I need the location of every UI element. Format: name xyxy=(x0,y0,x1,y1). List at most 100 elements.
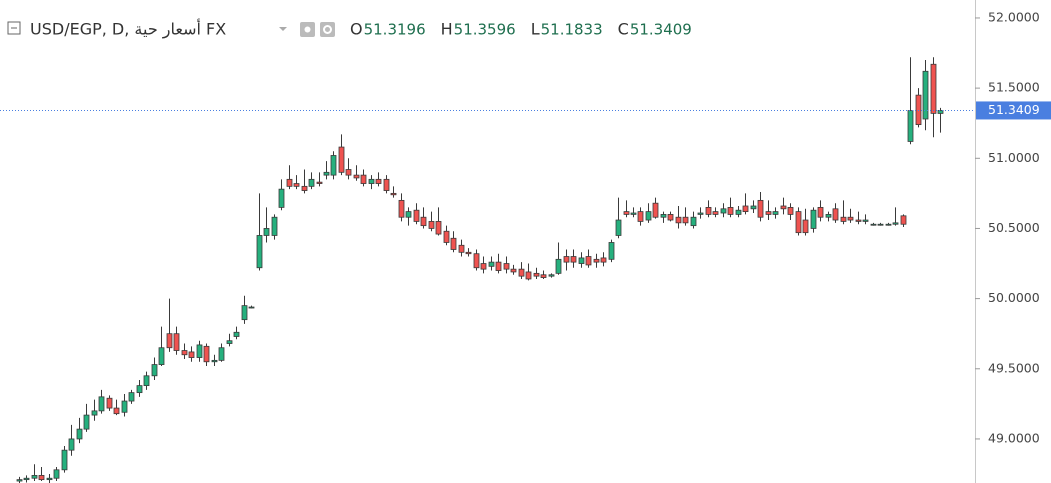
candle-body xyxy=(121,400,128,413)
candle-body xyxy=(420,216,427,227)
candle-body xyxy=(757,199,764,218)
candle-body xyxy=(907,110,914,142)
candle-body xyxy=(645,211,652,221)
candle-body xyxy=(398,199,405,218)
candle-body xyxy=(211,359,218,363)
candle-body xyxy=(667,214,674,221)
candle-body xyxy=(271,216,278,236)
candle-body xyxy=(46,477,53,481)
candle-body xyxy=(323,171,330,176)
candle-body xyxy=(413,209,420,222)
candle-body xyxy=(106,397,113,409)
y-tick-label: 49.5000 xyxy=(988,360,1040,375)
candle-body xyxy=(705,207,712,215)
candle-body xyxy=(218,347,225,361)
candle-body xyxy=(892,222,899,225)
candle-body xyxy=(802,219,809,234)
candle-body xyxy=(817,207,824,218)
candle-body xyxy=(840,216,847,222)
candle-body xyxy=(847,216,854,221)
candle-body xyxy=(900,215,907,225)
candle-body xyxy=(338,146,345,173)
candle-body xyxy=(136,385,143,394)
collapse-icon[interactable] xyxy=(7,21,21,35)
candle-body xyxy=(593,258,600,263)
candle-body xyxy=(825,214,832,218)
candle-body xyxy=(623,211,630,215)
candle-body xyxy=(600,257,607,263)
ohlc-value: 51.3596 xyxy=(454,21,516,39)
candle-body xyxy=(682,216,689,224)
candle-body xyxy=(675,216,682,224)
candle-body xyxy=(630,212,637,215)
candle-body xyxy=(23,477,30,481)
candle-body xyxy=(885,223,892,226)
candle-body xyxy=(128,392,135,402)
candle-body xyxy=(368,178,375,184)
candle-body xyxy=(540,274,547,278)
candle-body xyxy=(330,155,337,176)
candle-body xyxy=(930,63,937,114)
candle-body xyxy=(772,211,779,215)
candle-body xyxy=(353,174,360,179)
candle-body xyxy=(660,214,667,218)
candle-body xyxy=(450,237,457,250)
candle-body xyxy=(38,475,45,481)
candle-body xyxy=(143,375,150,387)
candle-body xyxy=(203,345,210,363)
candle-body xyxy=(83,414,90,430)
candle-body xyxy=(158,347,165,365)
candle-body xyxy=(226,340,233,344)
candle-body xyxy=(151,364,158,377)
candle-body xyxy=(615,219,622,236)
candle-body xyxy=(16,479,23,482)
candle-body xyxy=(555,258,562,274)
candle-body xyxy=(488,261,495,267)
candle-body xyxy=(742,205,749,213)
candle-body xyxy=(570,256,577,263)
dropdown-arrow[interactable] xyxy=(279,27,287,31)
eye-icon-pupil xyxy=(304,26,311,33)
candle-body xyxy=(360,174,367,184)
candle-body xyxy=(915,94,922,126)
candle-body xyxy=(98,396,105,412)
candle-body xyxy=(188,351,195,358)
candle-body xyxy=(31,475,38,479)
candle-body xyxy=(697,212,704,215)
candle-body xyxy=(870,223,877,226)
ohlc-label: H xyxy=(441,20,453,39)
candle-body xyxy=(375,178,382,184)
candle-body xyxy=(286,178,293,187)
candle-body xyxy=(263,228,270,236)
candle-body xyxy=(390,192,397,196)
candle-body xyxy=(458,244,465,253)
candle-body xyxy=(727,207,734,215)
y-tick-label: 51.5000 xyxy=(988,80,1040,95)
chart-title: USD/EGP, D, أسعار حية FX xyxy=(30,19,226,40)
y-tick-label: 50.5000 xyxy=(988,220,1040,235)
candle-body xyxy=(473,253,480,269)
candle-body xyxy=(293,183,300,187)
candle-body xyxy=(196,344,203,358)
candle-body xyxy=(795,211,802,234)
candle-body xyxy=(61,449,68,471)
candle-body xyxy=(652,202,659,218)
candle-body xyxy=(750,205,757,210)
candle-body xyxy=(435,221,442,235)
candle-body xyxy=(810,209,817,229)
candle-body xyxy=(690,216,697,227)
candle-body xyxy=(720,208,727,214)
settings-icon[interactable] xyxy=(320,22,335,37)
ohlc-value: 51.3409 xyxy=(630,21,692,39)
candle-body xyxy=(780,205,787,210)
candle-body xyxy=(937,110,944,114)
candle-body xyxy=(241,305,248,321)
candle-body xyxy=(533,272,540,277)
candle-body xyxy=(233,331,240,337)
candle-body xyxy=(503,263,510,270)
candle-body xyxy=(166,333,173,349)
candle-body xyxy=(53,469,60,479)
candle-body xyxy=(855,219,862,222)
candle-body xyxy=(465,251,472,255)
